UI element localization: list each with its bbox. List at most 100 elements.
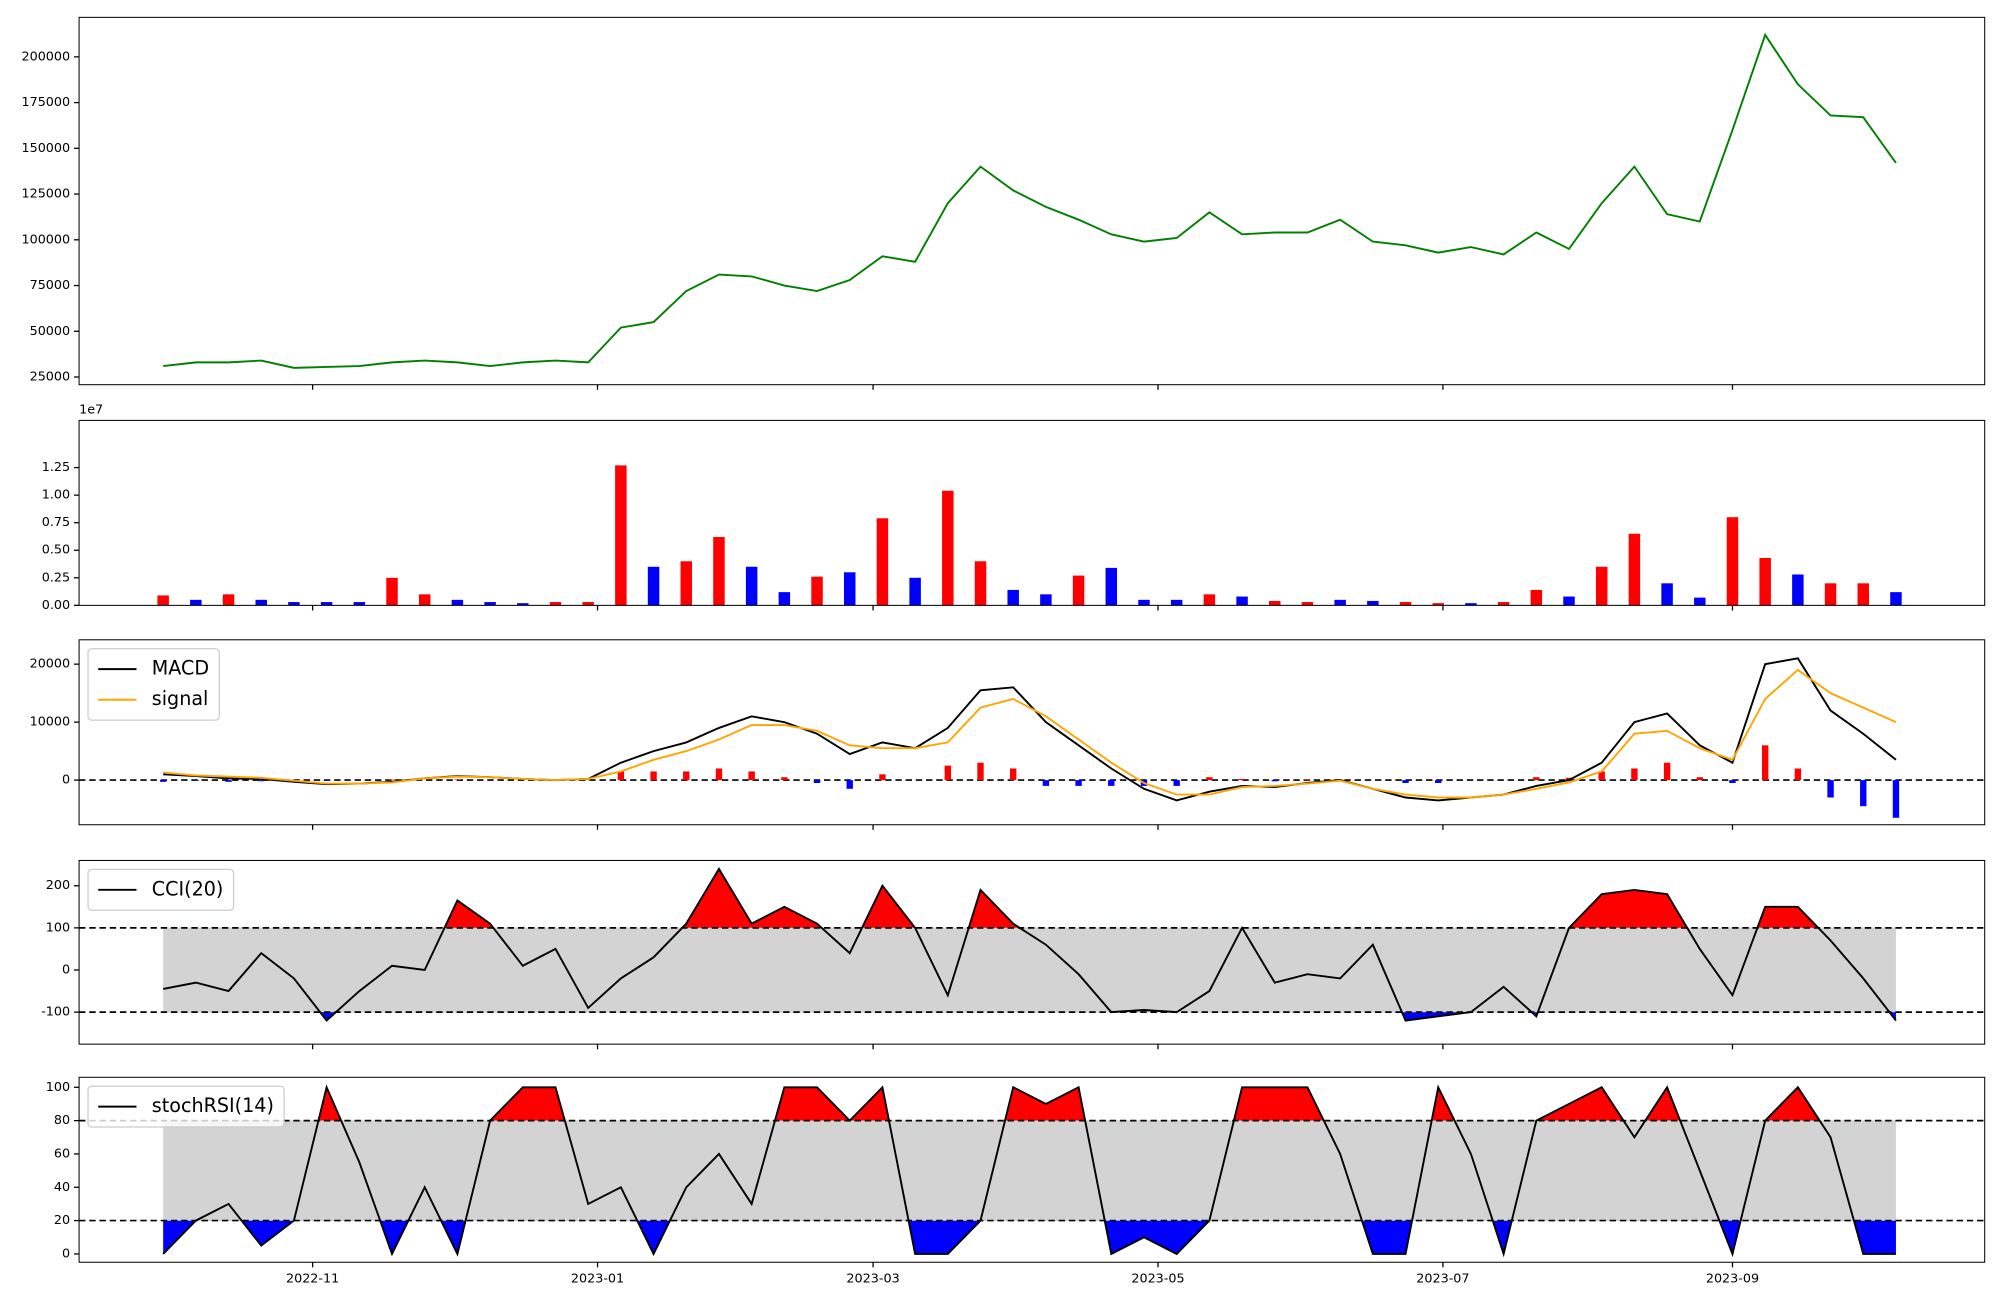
volume-bar	[1726, 517, 1739, 606]
series-line	[162, 1084, 1896, 1258]
histogram-bar	[846, 780, 853, 789]
y-tick-label: 0.25	[42, 570, 70, 585]
volume-bar	[1792, 574, 1804, 606]
y-tick-label: 0	[62, 1246, 70, 1261]
x-tick-label: 2022-11	[286, 1271, 339, 1286]
histogram-bar	[879, 774, 886, 781]
volume-bar	[942, 490, 954, 606]
histogram-bar	[1761, 745, 1769, 781]
y-tick-label: 80	[54, 1113, 70, 1128]
volume-bar	[517, 603, 529, 606]
volume-bar	[255, 599, 267, 606]
histogram-bar	[1042, 780, 1050, 786]
volume-bar	[1530, 589, 1543, 606]
volume-bar	[288, 602, 300, 606]
histogram-bar	[1010, 768, 1017, 781]
y-tick-label: 0	[62, 962, 70, 977]
volume-bar	[1824, 583, 1837, 606]
x-tick-label: 2023-05	[1131, 1271, 1184, 1286]
y-tick-label: 1.00	[42, 488, 70, 503]
volume-bar	[1661, 583, 1673, 606]
legend: stochRSI(14)	[87, 1085, 285, 1128]
volume-bar	[549, 602, 562, 606]
histogram-bar	[1631, 768, 1638, 781]
volume-bar	[1105, 567, 1118, 606]
histogram-bar	[1271, 780, 1278, 782]
histogram-bar	[388, 779, 396, 781]
y-tick-label: 175000	[21, 95, 70, 110]
neutral-band	[163, 927, 1896, 1013]
y-tick-label: 0.00	[42, 598, 70, 613]
x-tick-label: 2023-09	[1706, 1271, 1759, 1286]
panel: 0 10000 20000 MACD signal	[30, 639, 1986, 830]
histogram-bar	[1892, 780, 1900, 818]
histogram-bar	[944, 765, 952, 781]
volume-bar	[974, 561, 987, 606]
volume-bar	[1595, 566, 1608, 606]
y-tick-label: 25000	[30, 370, 71, 385]
legend-label: stochRSI(14)	[152, 1094, 274, 1117]
volume-bar	[1334, 599, 1346, 606]
volume-bar	[778, 592, 791, 606]
volume-bar	[876, 518, 889, 606]
panel-frame	[78, 1076, 1986, 1263]
histogram-bar	[258, 780, 265, 782]
histogram-bar	[1696, 777, 1703, 781]
y-tick-label: 125000	[21, 187, 70, 202]
volume-bar	[745, 566, 758, 606]
volume-bar	[386, 577, 398, 606]
volume-bar	[1857, 583, 1869, 606]
panel: -100 0 100 200 CCI(20)	[41, 859, 1986, 1050]
volume-bar	[1497, 602, 1510, 606]
volume-bar	[1465, 603, 1477, 606]
panel: 25000 50000 75000 100000 125000 150000 175000 2…	[21, 16, 1986, 390]
legend: CCI(20)	[87, 868, 235, 911]
panel-frame	[78, 419, 1986, 606]
histogram-bar	[1860, 780, 1867, 807]
volume-bar	[713, 537, 725, 606]
histogram-bar	[1402, 780, 1409, 784]
y-tick-label: 40	[54, 1180, 70, 1195]
y-tick-label: 0.50	[42, 543, 70, 558]
volume-bar	[1399, 602, 1412, 606]
y-tick-label: 50000	[30, 324, 71, 339]
histogram-bar	[1206, 777, 1213, 781]
volume-bar	[1432, 603, 1444, 606]
volume-bar	[418, 594, 431, 606]
above-fill	[318, 1087, 1820, 1121]
volume-bar	[1269, 600, 1281, 606]
y-tick-label: 0	[62, 773, 70, 788]
histogram-bar	[323, 780, 330, 781]
panel: 0.00 0.25 0.50 0.75 1.00 1.25 1e7	[42, 403, 1986, 613]
volume-bar	[582, 602, 594, 606]
panel-frame	[78, 639, 1986, 826]
volume-bar	[1367, 600, 1379, 606]
volume-bar	[1301, 602, 1314, 606]
volume-bar	[1170, 599, 1183, 606]
volume-bar	[157, 595, 169, 606]
x-tick-label: 2023-07	[1416, 1271, 1469, 1286]
histogram-bar	[1075, 780, 1082, 786]
volume-bar	[353, 602, 366, 606]
histogram-bar	[1435, 780, 1442, 784]
y-tick-label: 0.75	[42, 515, 70, 530]
legend-label: MACD	[152, 657, 209, 680]
histogram-bar	[1533, 777, 1540, 781]
volume-bar	[1236, 596, 1248, 606]
series-line	[163, 32, 1897, 369]
histogram-bar	[1663, 762, 1671, 781]
legend-label: signal	[152, 687, 209, 710]
histogram-bar	[1108, 780, 1115, 786]
y-tick-label: 200	[46, 878, 70, 893]
volume-bar	[451, 599, 464, 606]
y-tick-label: -100	[41, 1005, 70, 1020]
y-tick-label: 150000	[21, 141, 70, 156]
histogram-bar	[1565, 777, 1573, 781]
histogram-bar	[192, 780, 200, 781]
volume-bar	[1138, 599, 1150, 606]
x-tick-label: 2023-03	[846, 1271, 899, 1286]
legend: MACD signal	[87, 648, 220, 721]
panel-frame	[78, 859, 1986, 1045]
